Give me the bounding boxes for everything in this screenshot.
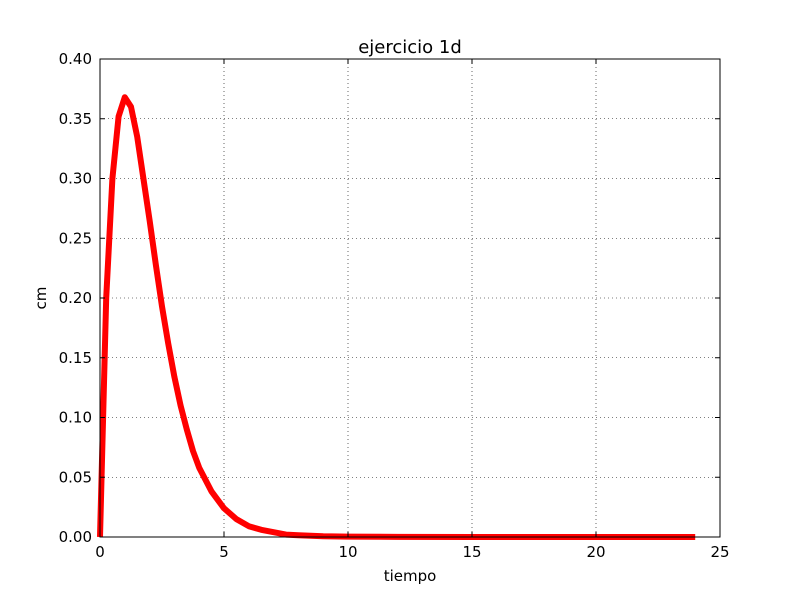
x-tick-label: 25 [710,543,729,561]
y-tick-label: 0.25 [59,229,92,247]
x-tick-label: 5 [219,543,229,561]
y-tick-label: 0.05 [59,468,92,486]
y-axis-label: cm [32,287,50,310]
y-tick-label: 0.40 [59,50,92,68]
x-tick-label: 15 [462,543,481,561]
y-tick-label: 0.00 [59,528,92,546]
x-tick-label: 10 [338,543,357,561]
y-tick-label: 0.15 [59,349,92,367]
y-tick-label: 0.10 [59,409,92,427]
chart-title: ejercicio 1d [358,37,462,58]
series-layer [97,94,696,540]
x-tick-label: 20 [586,543,605,561]
y-tick-label: 0.30 [59,170,92,188]
x-tick-label: 0 [95,543,105,561]
y-tick-label: 0.20 [59,289,92,307]
x-axis-label: tiempo [384,567,437,585]
series-line-0 [97,94,696,540]
grid-layer [99,58,721,538]
tick-layer: 0 5 10 15 20 25 0.00 0.05 0.10 0.15 0.20 0.25 0.30 0.… [59,50,730,561]
y-tick-label: 0.35 [59,110,92,128]
